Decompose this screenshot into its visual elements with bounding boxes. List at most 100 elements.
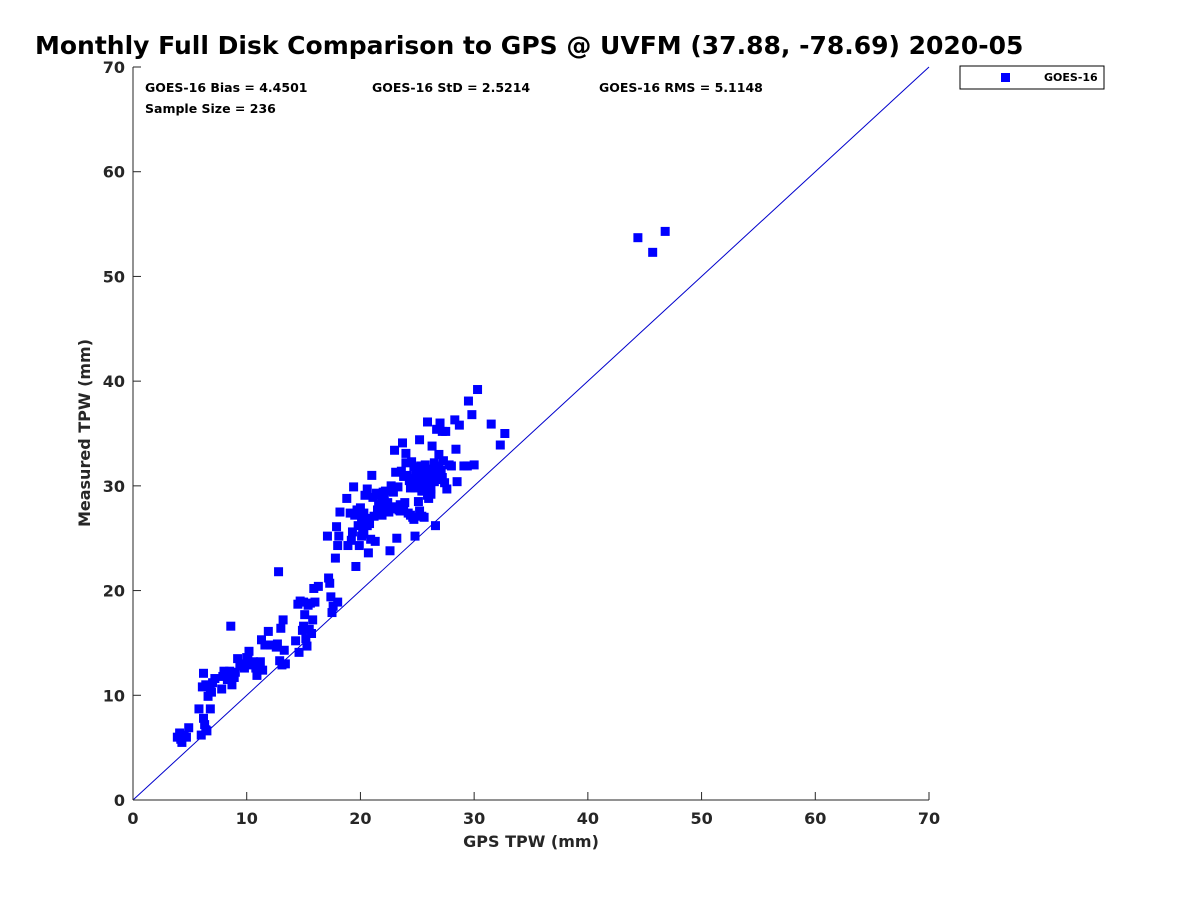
y-tick-label: 50 <box>103 267 125 286</box>
data-point <box>391 502 401 512</box>
data-point <box>412 467 422 477</box>
stats-annotations: GOES-16 Bias = 4.4501 GOES-16 StD = 2.52… <box>145 80 763 116</box>
data-point <box>243 655 253 665</box>
data-point <box>202 726 212 736</box>
data-point <box>469 460 479 470</box>
data-point <box>648 247 658 257</box>
data-point <box>407 457 417 467</box>
data-point <box>206 687 216 697</box>
data-point <box>362 484 372 494</box>
data-point <box>385 546 395 556</box>
data-point <box>201 680 211 690</box>
data-point <box>199 713 209 723</box>
data-point <box>363 548 373 558</box>
data-point <box>280 659 290 669</box>
data-point <box>328 601 338 611</box>
data-point <box>351 561 361 571</box>
data-point <box>200 720 210 730</box>
data-point <box>388 487 398 497</box>
data-point <box>309 583 319 593</box>
data-point <box>410 531 420 541</box>
y-tick-label: 40 <box>103 372 125 391</box>
data-point <box>218 671 228 681</box>
data-point <box>462 461 472 471</box>
data-point <box>322 531 332 541</box>
data-point <box>272 639 282 649</box>
data-point <box>327 608 337 618</box>
data-point <box>252 670 262 680</box>
data-point <box>399 471 409 481</box>
data-point <box>302 641 312 651</box>
data-point <box>359 529 369 539</box>
data-point <box>199 668 209 678</box>
data-point <box>415 435 425 445</box>
data-point <box>660 226 670 236</box>
data-point <box>401 458 411 468</box>
data-point <box>365 513 375 523</box>
data-point <box>426 484 436 494</box>
data-point <box>434 449 444 459</box>
data-point <box>378 487 388 497</box>
data-point <box>409 514 419 524</box>
data-point <box>305 598 315 608</box>
data-point <box>434 461 444 471</box>
data-point <box>417 486 427 496</box>
data-point <box>392 533 402 543</box>
data-point <box>390 445 400 455</box>
data-point <box>386 481 396 491</box>
y-tick-label: 30 <box>103 477 125 496</box>
data-point <box>343 541 353 551</box>
data-point <box>398 438 408 448</box>
data-point <box>205 704 215 714</box>
data-point <box>423 417 433 427</box>
data-point <box>450 415 460 425</box>
data-point <box>442 484 452 494</box>
data-point <box>419 512 429 522</box>
data-point <box>346 535 356 545</box>
data-point <box>299 597 309 607</box>
y-tick-label: 0 <box>114 791 125 810</box>
data-point <box>438 456 448 466</box>
data-point <box>380 502 390 512</box>
data-point <box>393 482 403 492</box>
data-point <box>426 489 436 499</box>
data-point <box>350 510 360 520</box>
rms-annotation: GOES-16 RMS = 5.1148 <box>599 80 763 95</box>
data-point <box>263 626 273 636</box>
y-tick-label: 60 <box>103 163 125 182</box>
data-point <box>391 467 401 477</box>
data-point <box>230 667 240 677</box>
bias-annotation: GOES-16 Bias = 4.4501 <box>145 80 307 95</box>
data-point <box>396 466 406 476</box>
data-point <box>427 441 437 451</box>
data-point <box>359 508 369 518</box>
chart-title: Monthly Full Disk Comparison to GPS @ UV… <box>35 31 1023 60</box>
data-point <box>260 640 270 650</box>
data-point <box>258 665 268 675</box>
data-point <box>413 497 423 507</box>
data-point <box>429 477 439 487</box>
x-tick-label: 0 <box>127 809 138 828</box>
plot-area: 0 10 20 30 40 50 60 70 0 10 20 30 40 50 60 70 <box>103 58 940 828</box>
data-point <box>347 527 357 537</box>
data-point <box>196 730 206 740</box>
data-point <box>362 521 372 531</box>
legend-marker-goes16 <box>1001 73 1010 82</box>
data-point <box>415 506 425 516</box>
data-point <box>366 534 376 544</box>
data-points-layer <box>172 226 670 747</box>
data-point <box>486 419 496 429</box>
data-point <box>176 734 186 744</box>
data-point <box>500 429 510 438</box>
axes-layer: 0 10 20 30 40 50 60 70 0 10 20 30 40 50 60 70 <box>103 58 940 828</box>
data-point <box>342 493 352 503</box>
data-point <box>432 424 442 434</box>
data-point <box>225 666 235 676</box>
data-point <box>395 506 405 516</box>
data-point <box>370 536 380 546</box>
legend-box <box>959 65 1105 90</box>
data-point <box>239 663 249 673</box>
data-point <box>332 522 342 532</box>
data-point <box>181 732 191 742</box>
data-point <box>372 505 382 515</box>
